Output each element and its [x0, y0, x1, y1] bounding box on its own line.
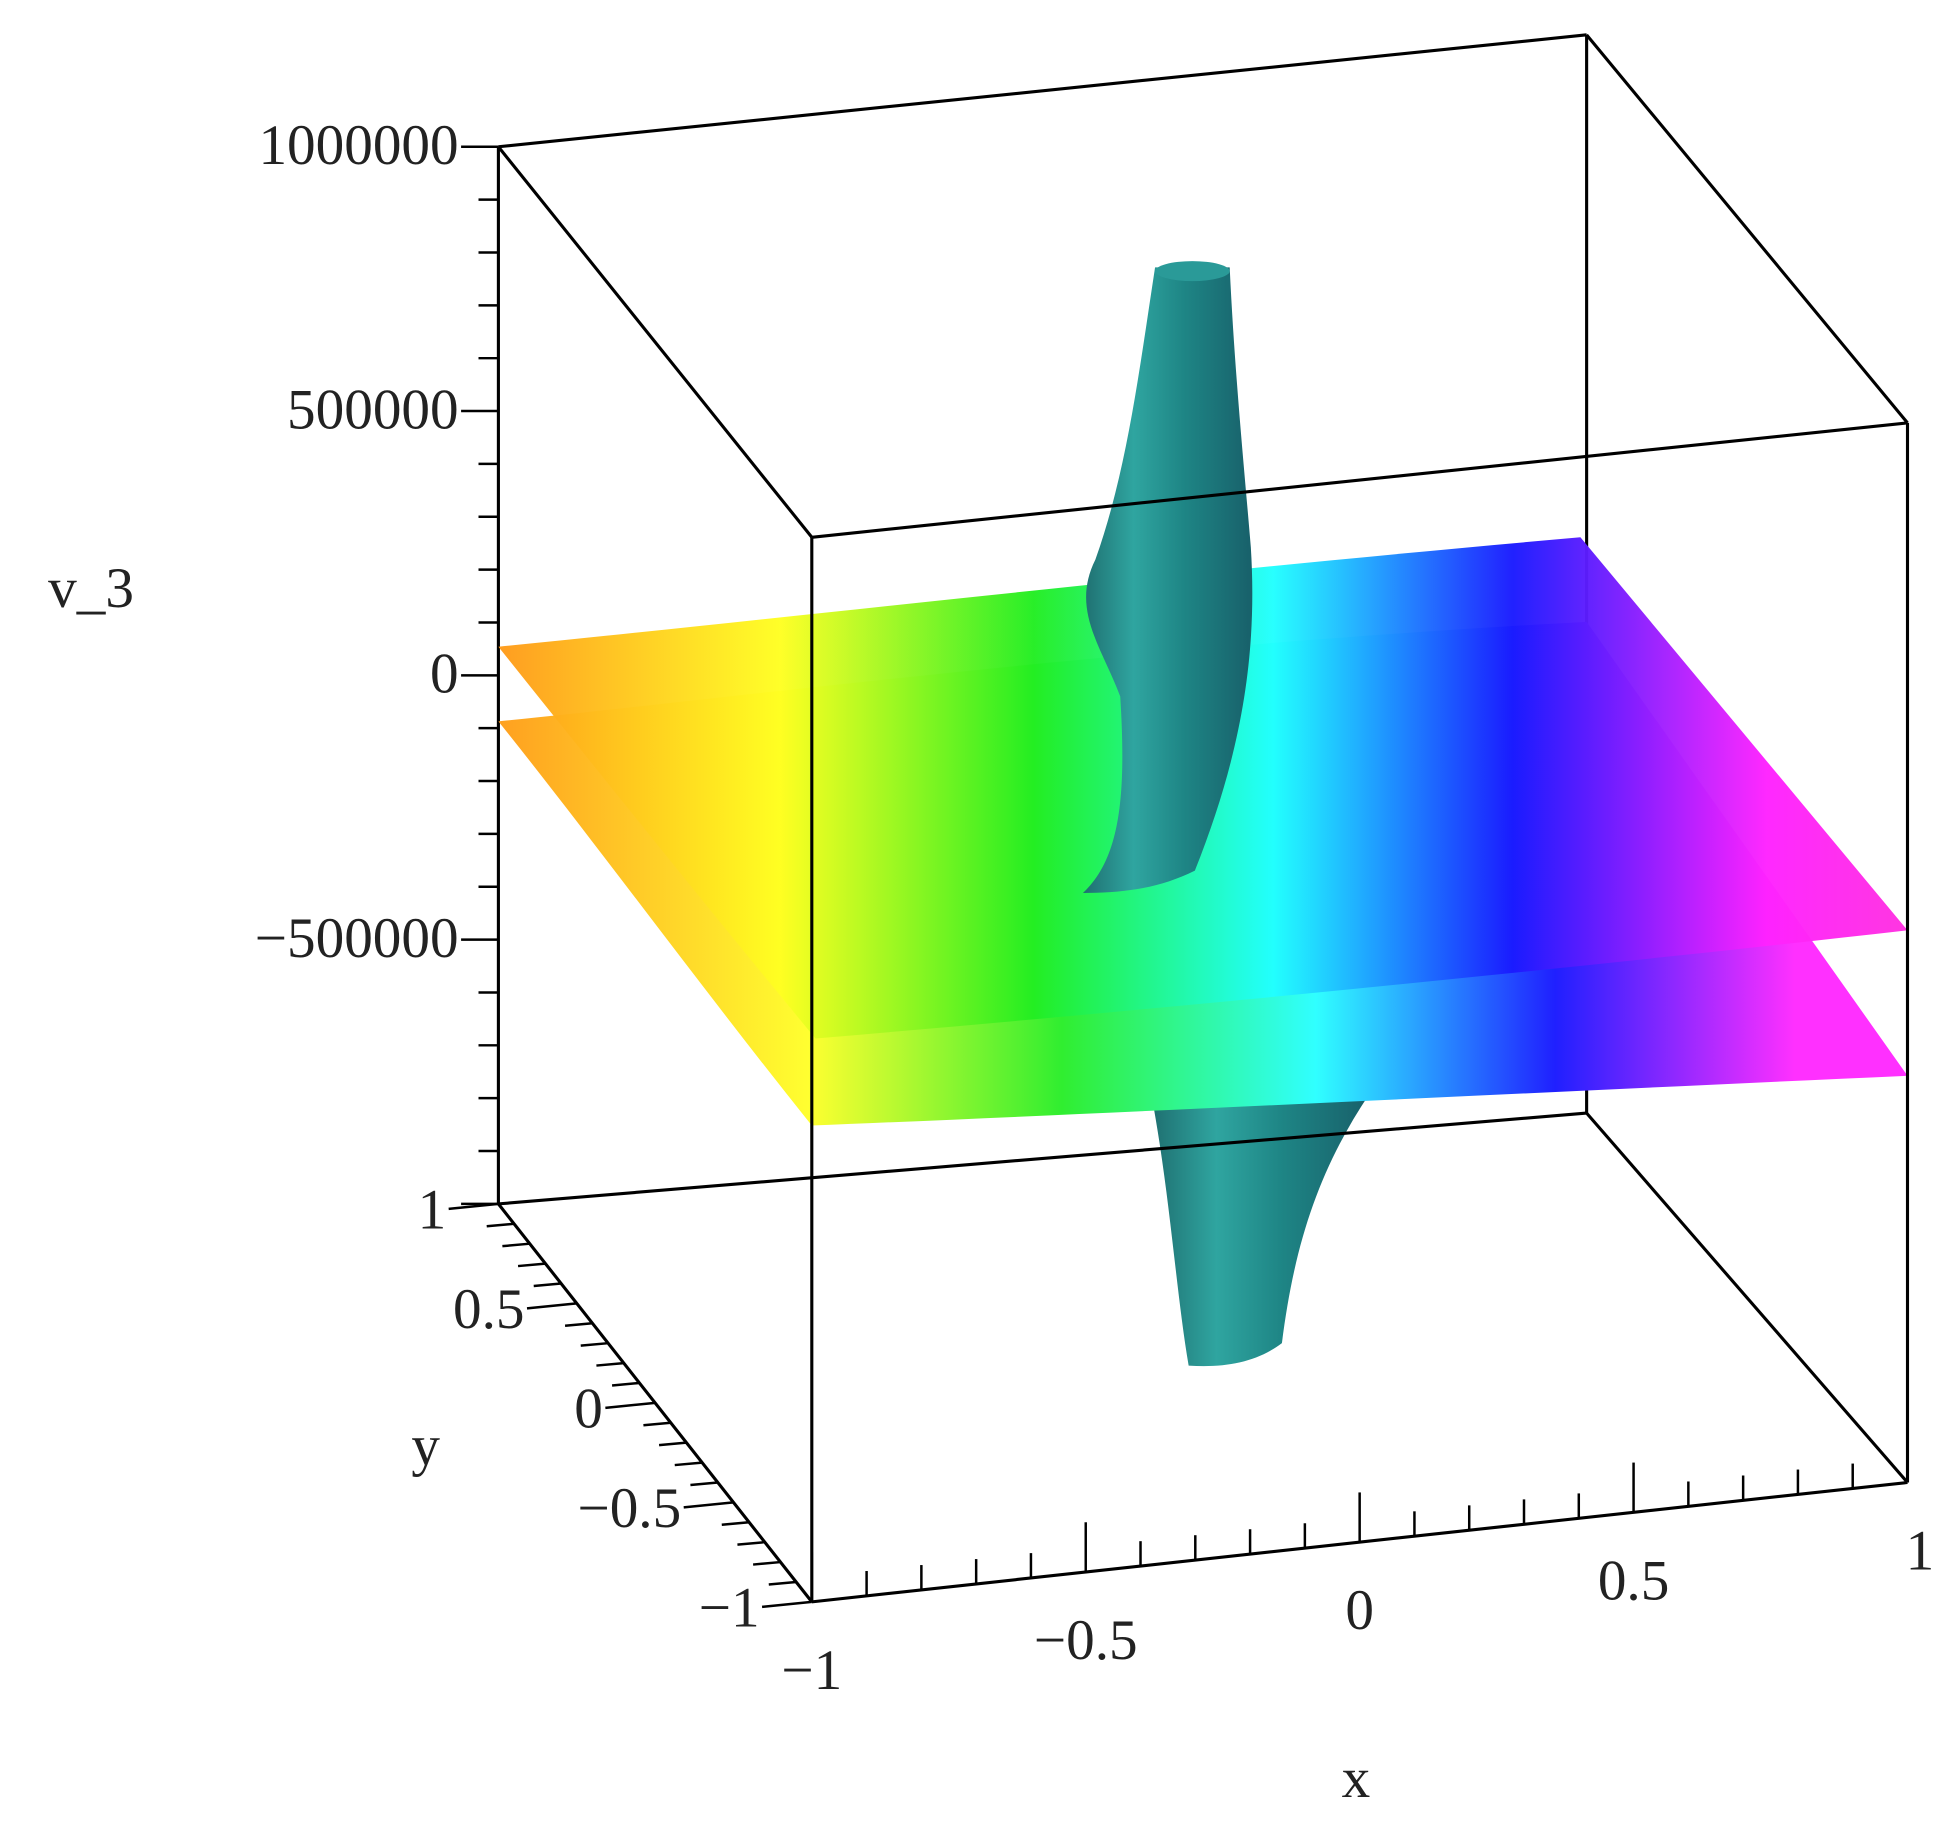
y-tick	[721, 1521, 750, 1526]
box-edge	[497, 145, 814, 539]
y-tick	[737, 1540, 765, 1546]
y-tick	[502, 1242, 530, 1248]
box-edge	[1585, 1112, 1909, 1484]
y-tick-label: 0	[574, 1378, 603, 1441]
y-tick	[683, 1501, 734, 1509]
y-tick-label: 1	[418, 1179, 447, 1242]
y-tick-label: 0.5	[453, 1278, 524, 1341]
box-edge	[498, 1111, 1587, 1206]
y-axis-label: y	[411, 1415, 440, 1478]
y-tick	[486, 1222, 515, 1228]
x-axis-label: x	[1342, 1747, 1371, 1810]
z-tick-label: −500000	[255, 907, 459, 970]
x-tick-label: −0.5	[1034, 1609, 1138, 1672]
spike-up	[1082, 267, 1253, 893]
surface	[498, 261, 1908, 1367]
x-tick-label: −1	[781, 1639, 842, 1702]
box-edge	[498, 33, 1587, 149]
y-tick	[643, 1421, 671, 1427]
x-tick-label: 1	[1906, 1520, 1935, 1583]
z-tick-label: 1000000	[258, 114, 458, 177]
y-tick	[596, 1361, 624, 1367]
y-tick	[761, 1600, 812, 1609]
y-tick	[611, 1381, 640, 1387]
y-tick	[564, 1322, 593, 1328]
x-tick-label: 0.5	[1598, 1549, 1669, 1612]
spike-top-cap	[1155, 261, 1230, 282]
y-tick	[658, 1441, 687, 1447]
y-tick-label: −0.5	[577, 1477, 681, 1540]
y-tick	[448, 1202, 499, 1211]
z-axis-label: v_3	[48, 557, 134, 620]
y-tick	[768, 1580, 797, 1586]
y-tick	[752, 1560, 781, 1566]
z-tick-label: 500000	[287, 378, 459, 441]
y-tick	[517, 1262, 546, 1268]
box-edge	[811, 421, 1908, 539]
axis-ticks	[448, 145, 1909, 1609]
x-tick-label: 0	[1345, 1579, 1374, 1642]
y-tick	[674, 1461, 703, 1467]
y-tick	[526, 1302, 577, 1310]
y-tick	[533, 1282, 562, 1288]
y-tick	[690, 1481, 718, 1487]
y-tick	[605, 1401, 656, 1410]
box-edge	[1585, 33, 1909, 424]
y-tick-label: −1	[699, 1577, 760, 1640]
y-tick	[580, 1341, 609, 1347]
spike-down	[1151, 1094, 1369, 1367]
z-tick-label: 0	[430, 643, 459, 706]
